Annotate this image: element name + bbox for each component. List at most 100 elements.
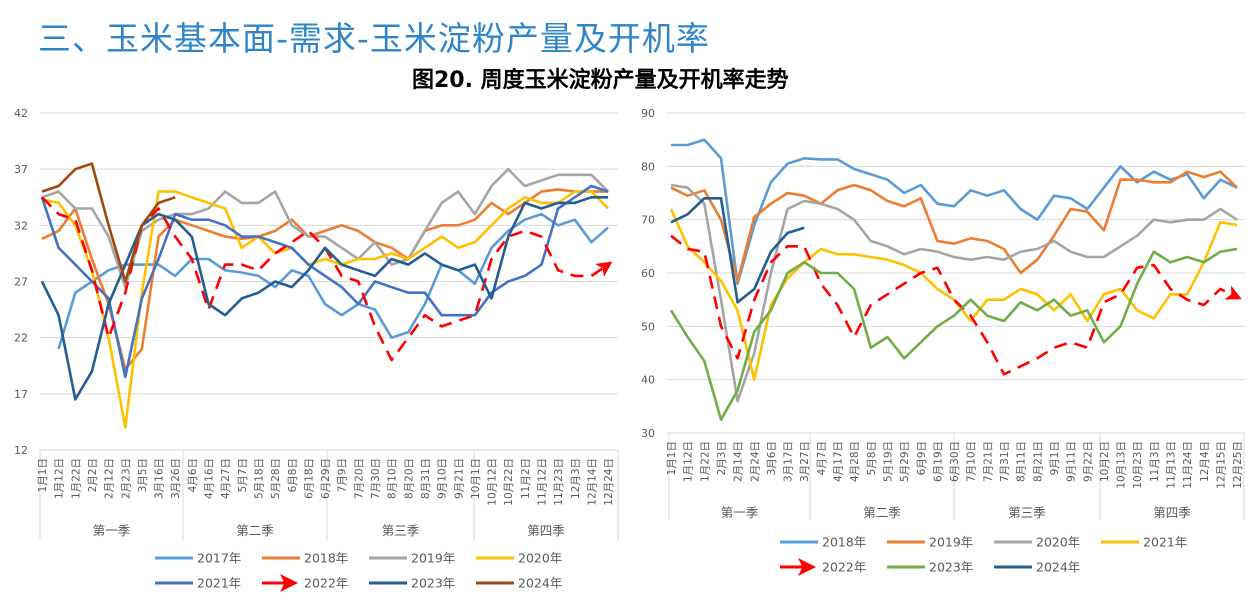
x-tick-label: 1月22日 — [699, 441, 711, 482]
series-line-2024年 — [670, 197, 805, 304]
legend-label: 2023年 — [929, 560, 973, 575]
x-tick-label: 4月6日 — [187, 458, 199, 492]
x-tick-label: 7月9日 — [337, 458, 349, 492]
page-title: 三、玉米基本面-需求-玉米淀粉产量及开机率 — [38, 19, 710, 58]
x-tick-label: 3月26日 — [170, 458, 182, 499]
x-tick-label: 5月18日 — [253, 458, 265, 499]
x-tick-label: 12月4日 — [1199, 441, 1211, 482]
legend-label: 2018年 — [822, 535, 866, 550]
series-line-2023年 — [40, 196, 609, 401]
x-tick-label: 5月29日 — [899, 441, 911, 482]
x-tick-label: 1月1日 — [37, 458, 49, 492]
x-tick-label: 3月6日 — [766, 441, 778, 475]
y-tick-label: 50 — [641, 320, 655, 333]
x-tick-label: 6月30日 — [949, 441, 961, 482]
legend-label: 2019年 — [929, 535, 973, 550]
chart-starch-output: 12 17 22 27 32 37 42 1月1日 1月12日 1月22日 2月2日 2月12日 2月2… — [14, 107, 619, 592]
x-tick-label: 12月15日 — [1215, 441, 1227, 489]
series-line-2019年 — [670, 170, 1238, 283]
legend-label: 2020年 — [1036, 535, 1080, 550]
legend-label: 2019年 — [411, 551, 455, 566]
x-tick-label: 8月10日 — [387, 458, 399, 499]
x-tick-label: 11月13日 — [1166, 441, 1178, 489]
chart-operating-rate: 30 40 50 60 70 80 90 1月1日 1月12日 1月22日 2月3日 2月14日 2月2… — [641, 107, 1245, 576]
series-line-2021年 — [669, 208, 1238, 381]
legend-label: 2021年 — [197, 576, 241, 591]
quarter-label: 第一季 — [93, 523, 131, 538]
legend-label: 2018年 — [304, 551, 348, 566]
x-tick-label: 2月2日 — [87, 458, 99, 492]
legend-label: 2017年 — [197, 551, 241, 566]
series-line-2018年 — [671, 138, 1238, 285]
x-tick-label: 3月16日 — [154, 458, 166, 499]
y-tick-label: 37 — [14, 163, 28, 176]
y-tick-label: 32 — [14, 219, 28, 232]
series-line-2019年 — [41, 167, 610, 289]
x-tick-label: 11月3日 — [1149, 441, 1161, 482]
legend-label: 2022年 — [304, 576, 348, 591]
x-tick-label: 7月31日 — [999, 441, 1011, 482]
x-tick-label: 6月29日 — [320, 458, 332, 499]
series-line-2024年 — [41, 162, 176, 283]
legend-label: 2020年 — [518, 551, 562, 566]
y-tick-label: 12 — [14, 444, 28, 457]
x-tick-label: 9月1日 — [1049, 441, 1061, 475]
x-tick-label: 7月30日 — [370, 458, 382, 499]
y-tick-label: 27 — [14, 276, 28, 289]
quarter-label: 第三季 — [382, 523, 420, 538]
x-tick-label: 12月24日 — [603, 458, 615, 506]
x-tick-label: 11月24日 — [1182, 441, 1194, 489]
x-tick-label: 10月1日 — [470, 458, 482, 499]
series-line-2018年 — [41, 188, 609, 371]
x-tick-label: 4月17日 — [833, 441, 845, 482]
x-tick-label: 10月13日 — [1116, 441, 1128, 489]
y-tick-label: 42 — [14, 107, 28, 120]
x-tick-label: 6月9日 — [916, 441, 928, 475]
x-tick-label: 11月2日 — [520, 458, 532, 499]
legend-label: 2022年 — [822, 560, 866, 575]
x-tick-label: 8月20日 — [403, 458, 415, 499]
x-tick-label: 2月14日 — [733, 441, 745, 482]
x-tick-label: 3月17日 — [783, 441, 795, 482]
quarter-label: 第四季 — [1153, 505, 1191, 520]
x-tick-label: 5月7日 — [237, 458, 249, 492]
x-tick-label: 7月20日 — [353, 458, 365, 499]
quarter-label: 第一季 — [721, 505, 759, 520]
y-tick-label: 90 — [641, 107, 655, 120]
x-tick-label: 11月12日 — [537, 458, 549, 506]
x-tick-label: 12月25日 — [1232, 441, 1244, 489]
x-tick-label: 10月22日 — [503, 458, 515, 506]
x-tick-label: 2月3日 — [716, 441, 728, 475]
legend-label: 2024年 — [518, 576, 562, 591]
x-tick-label: 1月22日 — [70, 458, 82, 499]
x-tick-label: 3月27日 — [799, 441, 811, 482]
figure-title: 图20. 周度玉米淀粉产量及开机率走势 — [412, 68, 789, 93]
x-tick-label: 10月2日 — [1099, 441, 1111, 482]
x-tick-label: 9月21日 — [453, 458, 465, 499]
x-tick-label: 6月18日 — [303, 458, 315, 499]
series-line-2023年 — [669, 247, 1238, 421]
x-tick-label: 3月5日 — [137, 458, 149, 492]
y-tick-label: 40 — [641, 374, 655, 387]
x-tick-label: 4月27日 — [220, 458, 232, 499]
y-tick-label: 30 — [641, 427, 655, 440]
x-tick-label: 4月28日 — [849, 441, 861, 482]
x-tick-label: 2月23日 — [120, 458, 132, 499]
series-line-2020年 — [670, 183, 1238, 403]
x-tick-label: 8月31日 — [420, 458, 432, 499]
y-tick-label: 70 — [641, 214, 655, 227]
x-tick-label: 2月12日 — [104, 458, 116, 499]
x-tick-label: 10月23日 — [1132, 441, 1144, 489]
y-tick-label: 22 — [14, 332, 28, 345]
x-tick-label: 5月8日 — [866, 441, 878, 475]
x-tick-label: 1月12日 — [683, 441, 695, 482]
x-tick-label: 12月14日 — [586, 458, 598, 506]
legend-label: 2023年 — [411, 576, 455, 591]
x-tick-label: 7月21日 — [982, 441, 994, 482]
x-tick-label: 8月21日 — [1032, 441, 1044, 482]
x-tick-label: 4月16日 — [204, 458, 216, 499]
x-tick-label: 1月1日 — [666, 441, 678, 475]
y-tick-label: 80 — [641, 160, 655, 173]
series-line-2017年 — [57, 212, 609, 350]
